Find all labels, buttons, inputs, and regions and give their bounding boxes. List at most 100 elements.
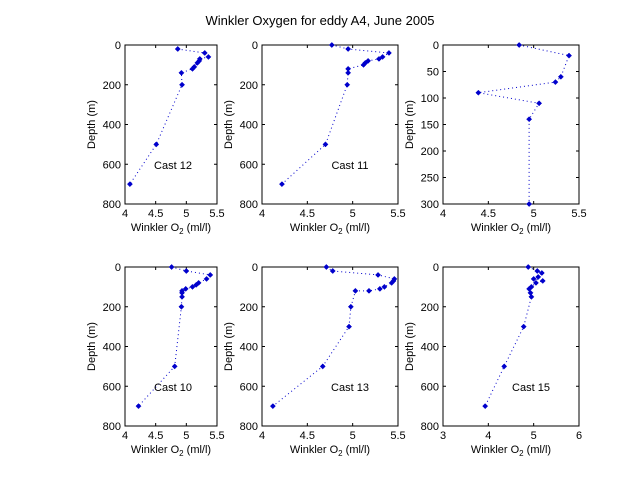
x-axis-label: Winkler O2 (ml/l) [131,444,211,458]
y-tick-label: 800 [103,199,121,211]
data-point [376,285,383,292]
x-tick-label: 4 [440,208,446,220]
data-point [538,270,545,276]
x-tick-label: 5 [531,208,537,220]
subplot-3: 4 4.5 5 5.5 0 50 100 150 200 250 300 Winkler O2 (ml… [404,40,587,236]
data-point [193,281,200,288]
x-axis-label: Winkler O2 (ml/l) [471,222,551,236]
data-point [376,55,382,62]
y-axis-label: Depth (m) [86,100,98,149]
data-point [174,46,181,52]
x-tick-label: 4 [122,208,128,220]
x-axis-label-main: Winkler O [471,222,520,234]
data-point [360,61,367,68]
y-tick-label: 200 [103,80,121,92]
data-point [205,53,212,60]
data-point [345,69,352,76]
x-tick-label: 4 [485,430,491,442]
y-tick-label: 0 [252,262,258,274]
data-point [532,279,539,286]
data-point [323,264,330,270]
x-axis-label-unit: (ml/l) [343,222,371,234]
y-tick-label: 400 [103,342,121,354]
y-tick-label: 150 [421,120,439,132]
plot-frame [124,266,218,427]
y-tick-label: 0 [433,262,439,274]
x-axis-label: Winkler O2 (ml/l) [471,444,551,458]
x-axis-label: Winkler O2 (ml/l) [131,222,211,236]
x-tick-label: 4 [122,430,128,442]
x-axis-label: Winkler O2 (ml/l) [290,444,370,458]
y-tick-label: 0 [115,40,121,52]
data-point [182,285,189,292]
x-tick-label: 5.5 [571,208,586,220]
x-axis-label-subscript: 2 [519,227,524,236]
series-line [478,44,570,204]
data-point [526,116,533,123]
data-point [482,403,489,410]
data-point [322,141,329,148]
x-tick-label: 5.5 [390,208,405,220]
data-point [344,81,351,88]
cast-label: Cast 12 [154,160,192,172]
y-axis-label: Depth (m) [404,322,416,371]
y-axis-label: Depth (m) [86,322,98,371]
data-point [207,271,214,278]
y-tick-label: 800 [103,421,121,433]
cast-label: Cast 10 [154,382,192,394]
x-axis-label-unit: (ml/l) [524,222,552,234]
y-tick-label: 400 [103,120,121,132]
data-point [178,303,185,310]
y-tick-label: 200 [421,302,439,314]
x-tick-label: 4.5 [300,208,315,220]
data-point [269,403,276,410]
data-point [194,59,201,66]
x-axis-label-subscript: 2 [519,449,524,458]
data-point [189,283,196,290]
y-tick-label: 0 [433,40,439,52]
data-point [346,323,352,330]
cast-label: Cast 15 [512,382,550,394]
data-point [557,73,564,80]
data-point [388,279,395,286]
y-tick-label: 600 [421,381,439,393]
y-tick-label: 0 [252,40,258,52]
y-tick-label: 600 [240,381,258,393]
data-point [347,303,354,310]
x-axis-label-unit: (ml/l) [184,444,212,456]
data-point [179,293,185,300]
cast-label: Cast 11 [331,160,368,172]
y-tick-label: 600 [240,159,258,171]
x-axis-label-main: Winkler O [290,444,339,456]
data-point [328,42,335,48]
y-tick-label: 0 [115,262,121,274]
data-point [535,273,542,280]
x-axis-label: Winkler O2 (ml/l) [290,222,370,236]
y-axis-label: Depth (m) [223,100,235,149]
y-tick-label: 200 [103,302,121,314]
x-axis-label-subscript: 2 [179,227,184,236]
x-axis-label-main: Winkler O [471,444,520,456]
y-tick-label: 400 [240,120,258,132]
x-axis-label-subscript: 2 [338,449,343,458]
data-point [385,49,392,56]
y-tick-label: 800 [240,199,258,211]
data-point [319,363,326,370]
y-tick-label: 600 [103,159,121,171]
x-axis-label-main: Winkler O [131,444,180,456]
data-point [203,275,210,282]
data-point [475,89,482,96]
y-axis-label: Depth (m) [223,322,235,371]
x-axis-label-subscript: 2 [179,449,184,458]
data-point [366,287,372,294]
data-point [179,81,185,88]
data-point [195,279,202,286]
x-tick-label: 4 [259,208,265,220]
y-tick-label: 600 [103,381,121,393]
y-tick-label: 800 [240,421,258,433]
data-point [126,181,133,188]
data-point [178,69,185,76]
plot-frame [442,44,580,205]
x-tick-label: 4.5 [148,208,163,220]
